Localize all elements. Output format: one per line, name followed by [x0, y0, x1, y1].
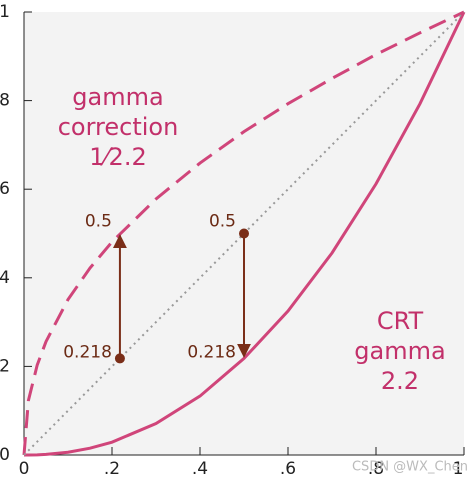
x-tick-label: .6	[280, 459, 296, 479]
curve-label: 2.2	[381, 367, 419, 395]
series-line	[23, 11, 465, 456]
y-tick-label: .8	[0, 91, 10, 111]
arrow-label: 0.5	[209, 212, 236, 232]
arrow-start	[114, 353, 125, 364]
curve-label: gamma	[72, 83, 163, 111]
watermark: CSDN @WX_Chen	[352, 460, 468, 475]
curve-label: correction	[58, 113, 179, 141]
y-tick-label: 1	[0, 2, 10, 22]
series-line	[22, 10, 465, 456]
x-tick-label: .4	[192, 459, 208, 479]
y-tick-label: .2	[0, 356, 10, 376]
arrow-label: 0.5	[85, 212, 112, 232]
x-tick-label: 1	[453, 459, 464, 479]
arrow-start	[239, 228, 249, 239]
x-tick-label: .2	[104, 459, 120, 479]
y-tick-label: .6	[0, 179, 10, 199]
arrow-label: 0.218	[63, 342, 112, 362]
y-tick-label: .4	[0, 268, 10, 288]
curve-label: CRT	[377, 307, 424, 335]
x-tick-label: .8	[368, 459, 384, 479]
y-tick-label: 0	[0, 445, 10, 465]
series-line	[24, 11, 466, 457]
curve-label: 1⁄2.2	[89, 143, 146, 171]
curve-label: gamma	[354, 337, 445, 365]
x-tick-label: 0	[19, 459, 30, 479]
arrow-label: 0.218	[187, 342, 236, 362]
